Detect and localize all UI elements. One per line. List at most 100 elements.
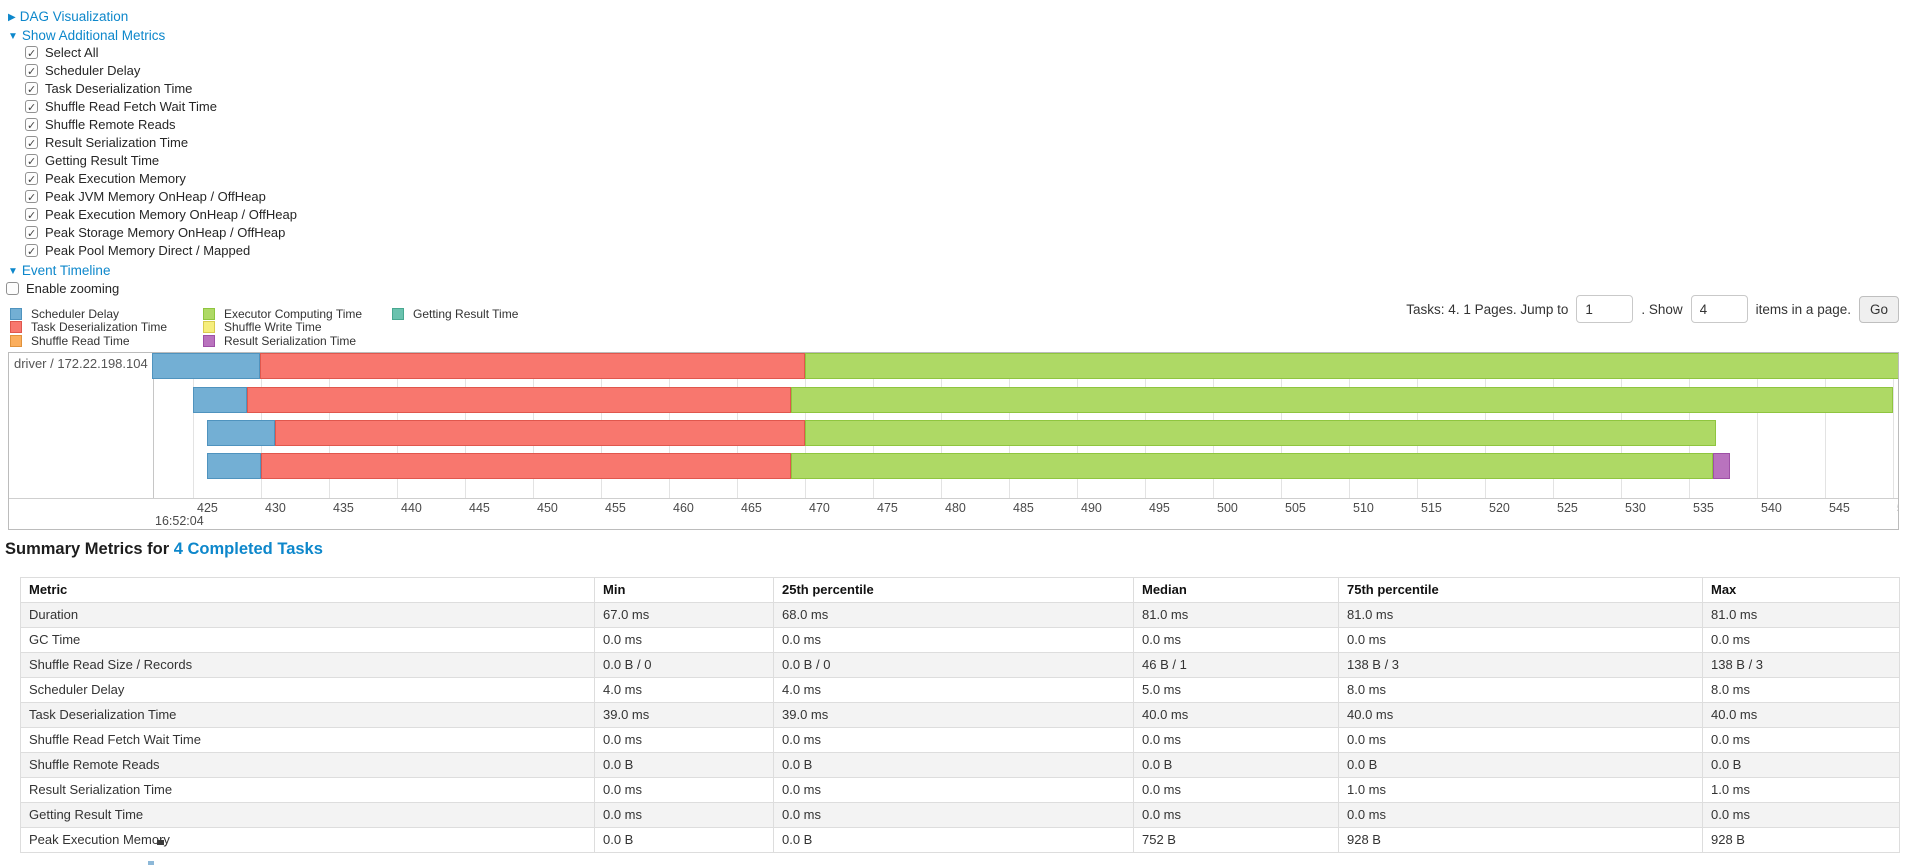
table-cell: 928 B: [1338, 827, 1703, 853]
table-row: Result Serialization Time 0.0 ms 0.0 ms 0.0…: [20, 777, 1900, 803]
axis-tick-label: 450: [537, 501, 558, 515]
show-additional-metrics-link[interactable]: ▼ Show Additional Metrics: [8, 28, 166, 43]
axis-tick-label: 520: [1489, 501, 1510, 515]
table-cell: 1.0 ms: [1338, 777, 1703, 803]
axis-tick-label: 440: [401, 501, 422, 515]
enable-zooming-checkbox[interactable]: [6, 282, 19, 295]
checkbox-label[interactable]: Shuffle Remote Reads: [45, 117, 176, 132]
table-cell: 928 B: [1702, 827, 1900, 853]
checkbox-icon[interactable]: [25, 63, 38, 81]
checkbox-label[interactable]: Scheduler Delay: [45, 63, 141, 78]
task-bar-segment-executor-computing[interactable]: [791, 453, 1714, 479]
task-deserialization-swatch-icon: [10, 321, 22, 334]
legend-item: Executor Computing Time: [203, 307, 362, 321]
metric-checkbox-row: Result Serialization Time: [25, 134, 297, 153]
metric-checkbox-row: Select All: [25, 44, 297, 63]
checkbox-icon[interactable]: [25, 171, 38, 189]
checkbox-icon[interactable]: [25, 189, 38, 207]
task-bar-segment-result-serialization[interactable]: [1713, 453, 1730, 479]
task-bar-segment-scheduler-delay[interactable]: [193, 387, 248, 413]
checkbox-label[interactable]: Peak Storage Memory OnHeap / OffHeap: [45, 225, 286, 240]
task-bar-segment-scheduler-delay[interactable]: [206, 453, 261, 479]
items-per-page-input[interactable]: [1690, 295, 1748, 323]
table-cell: 0.0 B: [773, 827, 1134, 853]
legend-label: Task Deserialization Time: [31, 320, 168, 335]
table-cell: 0.0 B: [773, 752, 1134, 778]
checkbox-icon[interactable]: [25, 153, 38, 171]
cutoff-fragment: [148, 861, 154, 865]
table-cell: Shuffle Remote Reads: [20, 752, 595, 778]
jump-to-page-input[interactable]: [1576, 295, 1634, 323]
checkbox-icon[interactable]: [25, 207, 38, 225]
task-bar-segment-task-deserialization[interactable]: [274, 420, 805, 446]
task-bar-segment-task-deserialization[interactable]: [259, 353, 805, 379]
checkbox-icon[interactable]: [25, 45, 38, 63]
legend-label: Getting Result Time: [413, 307, 519, 321]
task-bar-segment-executor-computing[interactable]: [805, 420, 1717, 446]
task-bar-segment-task-deserialization[interactable]: [261, 453, 792, 479]
legend-item: Scheduler Delay: [10, 307, 167, 321]
checkbox-label[interactable]: Shuffle Read Fetch Wait Time: [45, 99, 217, 114]
metric-checkbox-row: Scheduler Delay: [25, 62, 297, 81]
task-bar-segment-task-deserialization[interactable]: [247, 387, 792, 413]
checkbox-label[interactable]: Peak Pool Memory Direct / Mapped: [45, 243, 251, 258]
legend-item: Getting Result Time: [392, 307, 519, 321]
table-cell: 81.0 ms: [1133, 602, 1339, 628]
checkbox-icon[interactable]: [25, 135, 38, 153]
table-cell: GC Time: [20, 627, 595, 653]
table-header-cell: Max: [1702, 577, 1900, 603]
checkbox-icon[interactable]: [25, 225, 38, 243]
task-bar-segment-scheduler-delay[interactable]: [152, 353, 260, 379]
checkbox-label[interactable]: Peak JVM Memory OnHeap / OffHeap: [45, 189, 266, 204]
table-row: Scheduler Delay 4.0 ms 4.0 ms 5.0 ms 8.0 ms 8…: [20, 677, 1900, 703]
task-bar-segment-executor-computing[interactable]: [805, 353, 1898, 379]
axis-tick-label: 445: [469, 501, 490, 515]
table-cell: 4.0 ms: [594, 677, 774, 703]
checkbox-label[interactable]: Select All: [45, 45, 99, 60]
table-cell: 40.0 ms: [1338, 702, 1703, 728]
metric-checkbox-row: Peak Execution Memory: [25, 170, 297, 189]
event-timeline-link[interactable]: ▼ Event Timeline: [8, 263, 111, 278]
go-button[interactable]: Go: [1858, 295, 1899, 323]
axis-tick-label: 465: [741, 501, 762, 515]
table-cell: 0.0 ms: [1133, 802, 1339, 828]
table-cell: 68.0 ms: [773, 602, 1134, 628]
legend-item: Shuffle Read Time: [10, 334, 167, 348]
task-bar-segment-executor-computing[interactable]: [791, 387, 1893, 413]
axis-tick-label: 535: [1693, 501, 1714, 515]
pagination-text: . Show: [1641, 301, 1683, 317]
dag-visualization-link[interactable]: ▶ DAG Visualization: [8, 9, 129, 24]
axis-tick-label: 505: [1285, 501, 1306, 515]
metric-checkbox-row: Shuffle Read Fetch Wait Time: [25, 98, 297, 117]
checkbox-icon[interactable]: [25, 117, 38, 135]
task-bar-segment-scheduler-delay[interactable]: [206, 420, 275, 446]
legend-item: Shuffle Write Time: [203, 321, 362, 334]
checkbox-icon[interactable]: [25, 243, 38, 261]
pagination-text: items in a page.: [1755, 301, 1851, 317]
checkbox-label[interactable]: Task Deserialization Time: [45, 81, 193, 96]
pagination-text: Tasks: 4. 1 Pages. Jump to: [1406, 301, 1569, 317]
summary-metrics-title: Summary Metrics for 4 Completed Tasks: [5, 540, 323, 558]
checkbox-label[interactable]: Peak Execution Memory OnHeap / OffHeap: [45, 207, 297, 222]
completed-tasks-link[interactable]: 4 Completed Tasks: [173, 540, 323, 558]
checkbox-label[interactable]: Peak Execution Memory: [45, 171, 186, 186]
table-cell: 0.0 ms: [773, 727, 1134, 753]
enable-zooming-label[interactable]: Enable zooming: [26, 281, 120, 296]
table-cell: 0.0 ms: [1133, 777, 1339, 803]
table-cell: 0.0 B: [1702, 752, 1900, 778]
checkbox-label[interactable]: Result Serialization Time: [45, 135, 189, 150]
table-cell: 0.0 ms: [773, 802, 1134, 828]
table-cell: 752 B: [1133, 827, 1339, 853]
metric-checkbox-row: Shuffle Remote Reads: [25, 116, 297, 135]
checkbox-label[interactable]: Getting Result Time: [45, 153, 160, 168]
axis-gridline: [1757, 353, 1758, 498]
table-cell: 0.0 B: [1133, 752, 1339, 778]
checkbox-icon[interactable]: [25, 99, 38, 117]
table-header-cell: Median: [1133, 577, 1339, 603]
table-header-cell: Min: [594, 577, 774, 603]
axis-gridline: [193, 353, 194, 498]
axis-tick-label: 485: [1013, 501, 1034, 515]
table-cell: 0.0 ms: [1702, 627, 1900, 653]
checkbox-icon[interactable]: [25, 81, 38, 99]
table-cell: 8.0 ms: [1338, 677, 1703, 703]
